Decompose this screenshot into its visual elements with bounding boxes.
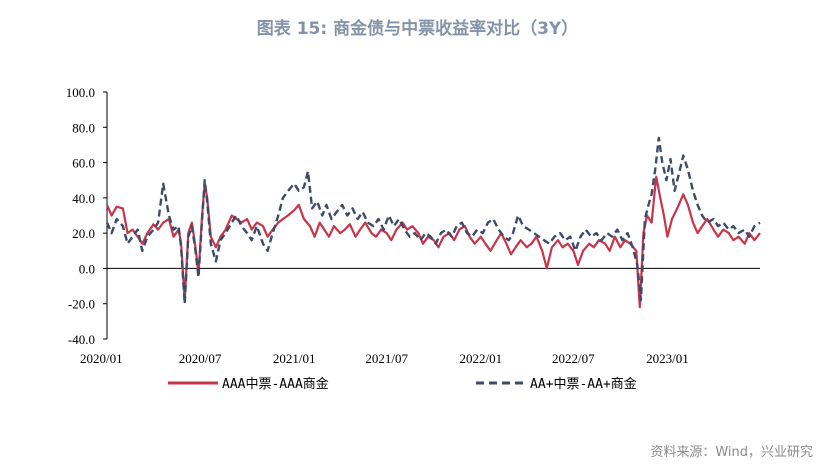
source-note: 资料来源：Wind，兴业研究 — [650, 445, 813, 460]
series-layer — [105, 136, 761, 309]
x-tick-label: 2022/07 — [552, 351, 595, 366]
legend: AAA中票-AAA商金 AA+中票-AA+商金 — [168, 376, 637, 392]
series-line-1 — [105, 175, 761, 309]
x-tick-label: 2020/07 — [179, 351, 222, 366]
series-line-2 — [105, 136, 761, 305]
legend-label-series-2: AA+中票-AA+商金 — [530, 376, 637, 392]
y-tick-label: -40.0 — [68, 332, 95, 347]
x-tick-labels: 2020/01 2020/07 2021/01 2021/07 2022/01 2022/… — [80, 351, 689, 366]
legend-label-series-1: AAA中票-AAA商金 — [222, 376, 329, 392]
y-tick-label: 100.0 — [66, 85, 95, 100]
x-tick-label: 2020/01 — [80, 351, 123, 366]
y-tick-labels: -40.0 -20.0 0.0 20.0 40.0 60.0 80.0 100.0 — [66, 85, 107, 347]
y-tick-label: -20.0 — [68, 297, 95, 312]
x-tick-label: 2021/07 — [365, 351, 408, 366]
y-tick-label: 40.0 — [72, 191, 95, 206]
x-tick-label: 2023/01 — [646, 351, 689, 366]
x-tick-label: 2021/01 — [273, 351, 316, 366]
y-tick-label: 80.0 — [72, 120, 95, 135]
x-tick-label: 2022/01 — [459, 351, 502, 366]
axis-layer — [106, 92, 760, 339]
y-tick-label: 60.0 — [72, 156, 95, 171]
y-tick-label: 20.0 — [72, 226, 95, 241]
y-tick-label: 0.0 — [79, 261, 95, 276]
chart-title: 图表 15: 商金债与中票收益率对比（3Y） — [256, 19, 579, 39]
